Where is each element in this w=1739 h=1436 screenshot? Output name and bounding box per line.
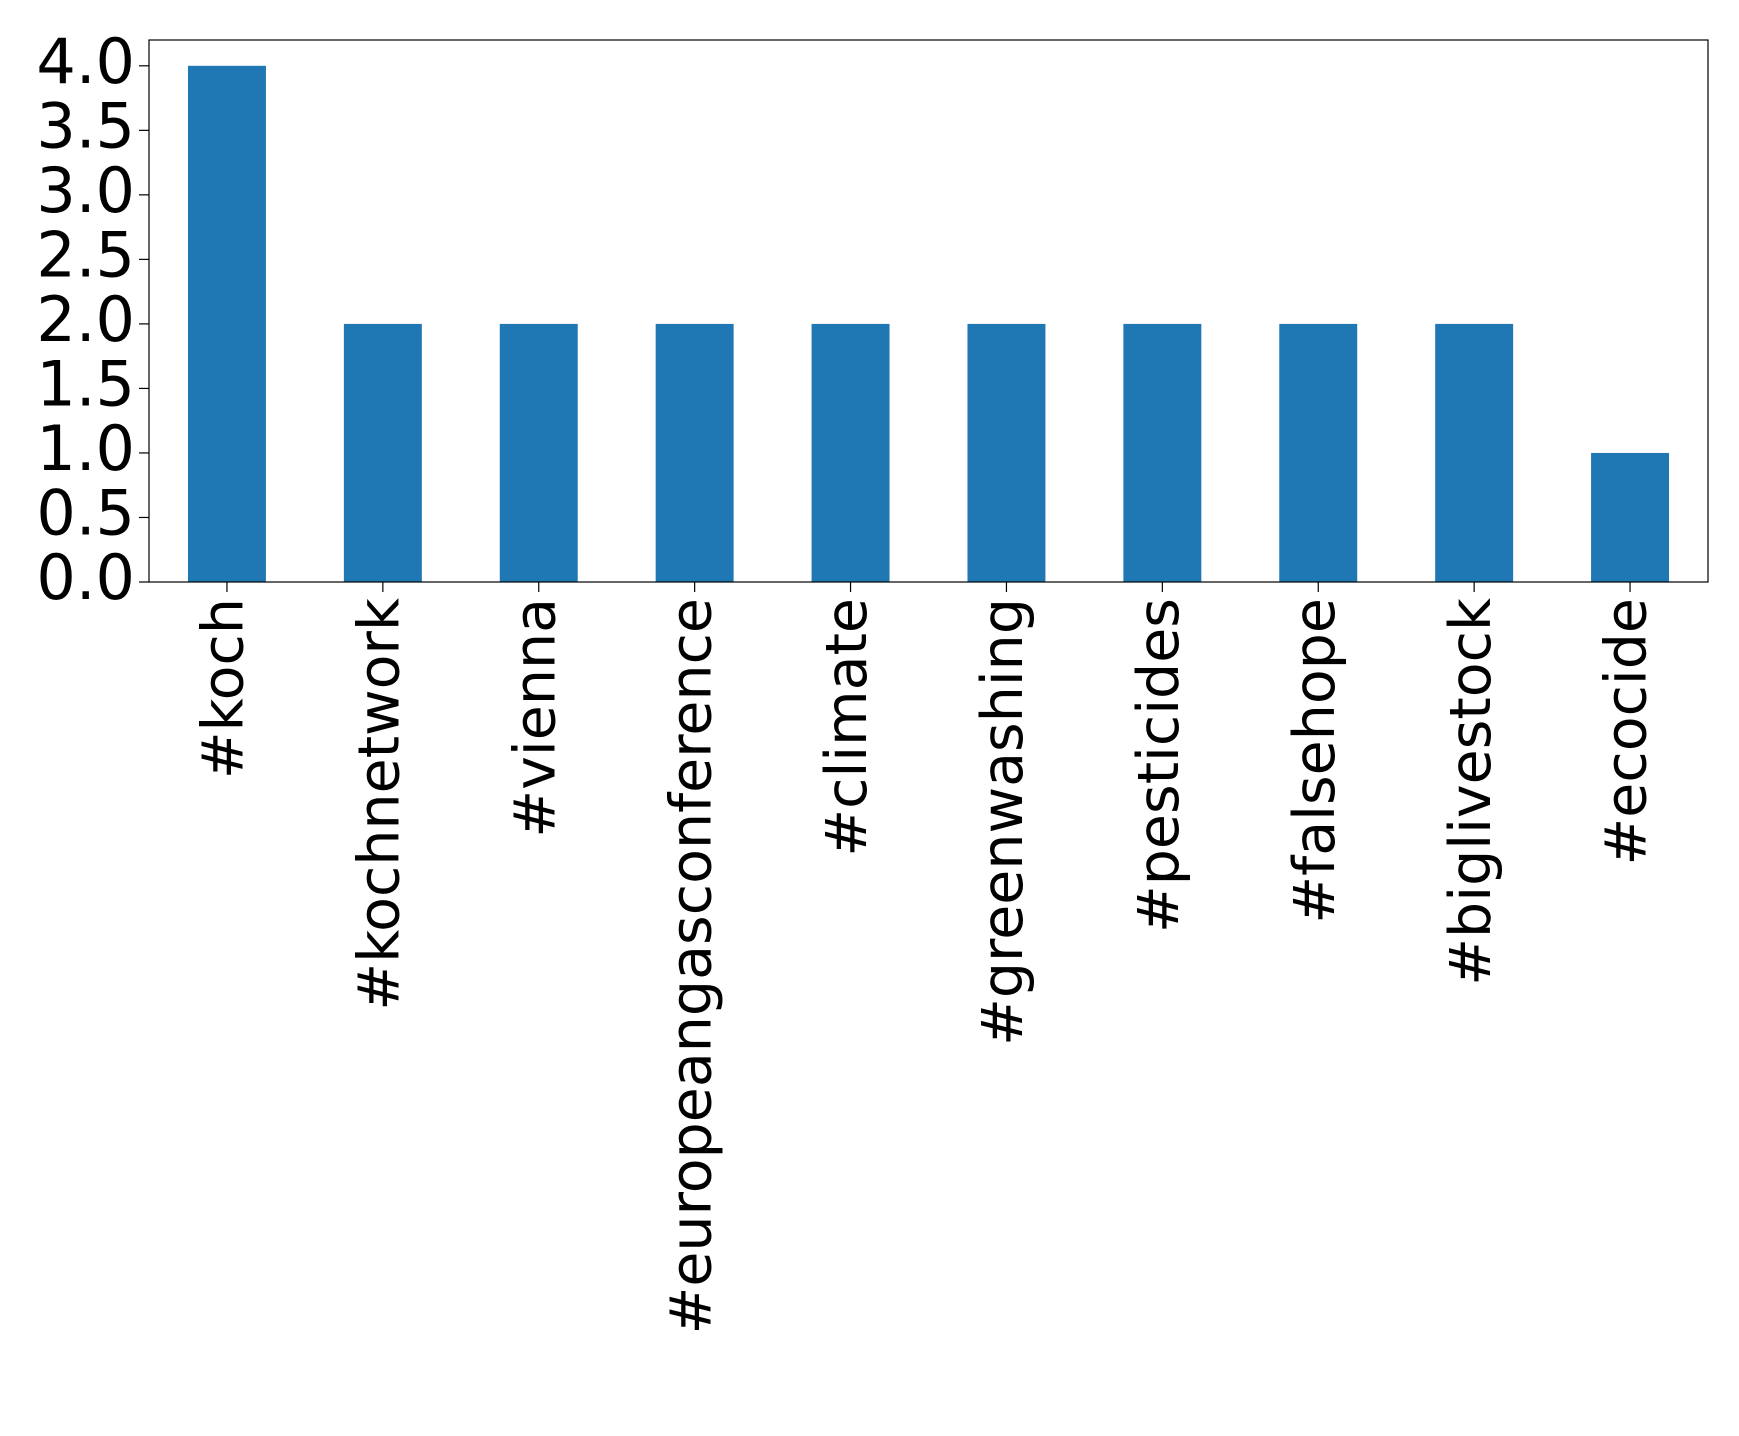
- plot-frame: [148, 39, 1709, 583]
- y-tick-label: 1.0: [36, 412, 135, 485]
- y-tick-label: 3.5: [36, 89, 135, 162]
- x-tick-label: #kochnetwork: [346, 598, 412, 1011]
- x-tick-label: #vienna: [502, 598, 568, 838]
- x-tick-label: #climate: [814, 598, 880, 857]
- bar: [811, 323, 890, 582]
- bar: [967, 323, 1046, 582]
- x-tick-label: #koch: [191, 598, 257, 779]
- y-tick-label: 3.0: [36, 154, 135, 227]
- bar: [1279, 323, 1358, 582]
- y-tick-label: 0.0: [36, 541, 135, 614]
- bar: [343, 323, 422, 582]
- y-tick-label: 1.5: [36, 348, 135, 421]
- bar: [1123, 323, 1202, 582]
- x-tick-label: #greenwashing: [970, 598, 1036, 1046]
- x-tick-label: #europeangasconference: [658, 598, 724, 1334]
- y-tick-label: 2.5: [36, 218, 135, 291]
- bar: [655, 323, 734, 582]
- x-tick-label: #falsehope: [1282, 598, 1348, 924]
- x-tick-label: #ecocide: [1594, 598, 1660, 865]
- y-tick-label: 4.0: [36, 25, 135, 98]
- bar: [187, 65, 266, 583]
- bar: [499, 323, 578, 582]
- bar: [1435, 323, 1514, 582]
- y-tick-label: 0.5: [36, 477, 135, 550]
- x-tick-label: #biglivestock: [1438, 598, 1504, 986]
- x-tick-label: #pesticides: [1126, 598, 1192, 933]
- bar: [1591, 452, 1670, 582]
- y-tick-label: 2.0: [36, 283, 135, 356]
